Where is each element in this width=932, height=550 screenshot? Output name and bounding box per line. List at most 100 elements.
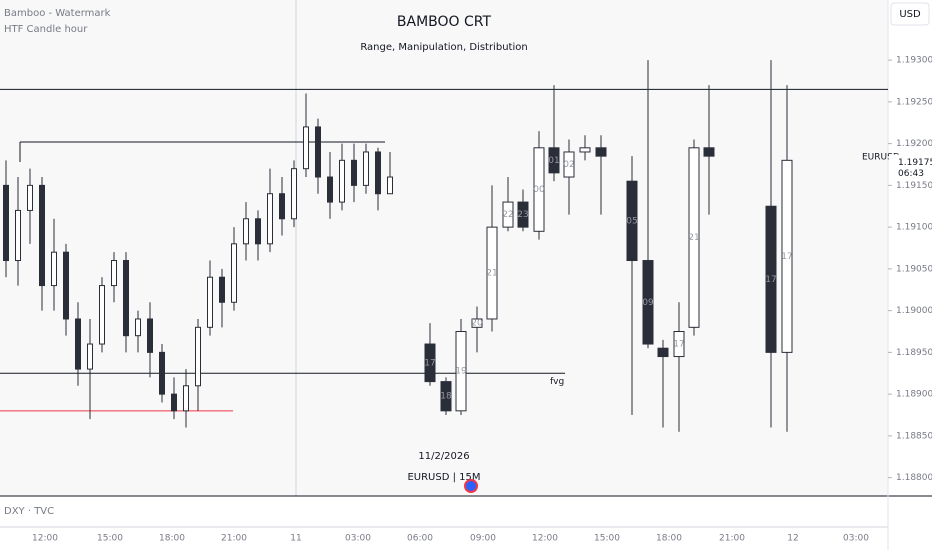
candle-body (363, 151, 369, 186)
candle-body (502, 201, 514, 228)
x-tick-label: 15:00 (97, 534, 123, 544)
x-tick-label: 12:00 (32, 534, 58, 544)
currency-button[interactable] (890, 2, 930, 26)
candle-body (517, 201, 529, 228)
x-tick-label: 09:00 (470, 534, 496, 544)
x-tick-label: 06:00 (407, 534, 433, 544)
candle-label: 09 (642, 298, 654, 308)
candle-label: 05 (626, 216, 637, 226)
symbol-label: EURUSD (862, 153, 900, 163)
candle-body (440, 381, 452, 412)
candle-body (765, 205, 777, 353)
currency[interactable]: USD (899, 9, 921, 20)
candle-label: 02 (563, 160, 574, 170)
candle-body (375, 151, 381, 195)
candle-body (39, 184, 45, 287)
y-tick-label: 1.18900 (896, 390, 932, 400)
last-price-box (889, 154, 932, 181)
candle-label: 21 (486, 269, 497, 279)
candle-body (563, 151, 575, 178)
countdown: 06:43 (898, 169, 924, 179)
candle-body (183, 385, 189, 412)
y-tick-label: 1.19050 (896, 264, 932, 274)
x-tick-label: 11 (290, 534, 301, 544)
y-tick-label: 1.19250 (896, 97, 932, 107)
chart-subtitle: Range, Manipulation, Distribution (360, 42, 527, 53)
chart-title: BAMBOO CRT (397, 14, 492, 30)
last-price: 1.19175 (898, 158, 932, 168)
y-tick-label: 1.19300 (896, 56, 932, 66)
y-tick-label: 1.19000 (896, 306, 932, 316)
candle-body (159, 351, 165, 395)
candle-body (63, 251, 69, 320)
x-tick-label: 15:00 (594, 534, 620, 544)
candle-body (99, 285, 105, 345)
y-tick-label: 1.18850 (896, 431, 932, 441)
candle-body (123, 260, 129, 337)
y-tick-label: 1.18950 (896, 348, 932, 358)
x-tick-label: 12:00 (532, 534, 558, 544)
candle-body (207, 276, 213, 328)
candle-body (315, 126, 321, 178)
candle-body (673, 331, 685, 358)
candle-body (471, 318, 483, 328)
candle-body (642, 260, 654, 345)
candle-body (231, 243, 237, 303)
candle-body (595, 147, 607, 157)
y-tick-label: 1.19200 (896, 139, 932, 149)
candle-label: 22 (502, 210, 513, 220)
candle-body (351, 159, 357, 186)
candle-label: 17 (673, 340, 684, 350)
candle-label: 01 (548, 156, 559, 166)
candle-body (455, 331, 467, 412)
candle-body (111, 260, 117, 287)
candle-body (147, 318, 153, 353)
y-tick-label: 1.18800 (896, 473, 932, 483)
candle-body (243, 218, 249, 245)
candle-label: 00 (533, 185, 545, 195)
candle-body (533, 147, 545, 232)
candle-body (703, 147, 715, 157)
date-label: 11/2/2026 (418, 451, 469, 462)
candle-body (279, 193, 285, 220)
candle-label: 18 (440, 392, 452, 402)
level-label: fvg (550, 377, 564, 387)
candle-body (781, 159, 793, 353)
plot-area (0, 0, 888, 496)
candle-body (626, 180, 638, 262)
candle-body (195, 326, 201, 387)
candle-body (135, 318, 141, 337)
x-tick-label: 03:00 (843, 534, 869, 544)
candle-body (15, 209, 21, 262)
candle-body (657, 347, 669, 358)
watermark: Bamboo - Watermark (4, 8, 111, 19)
candle-body (339, 159, 345, 203)
candle-label: 19 (455, 367, 467, 377)
candle-body (219, 276, 225, 303)
x-tick-label: 03:00 (345, 534, 371, 544)
candle-label: 23 (517, 210, 528, 220)
candle-body (579, 147, 591, 153)
watermark: HTF Candle hour (4, 24, 88, 35)
x-tick-label: 18:00 (656, 534, 682, 544)
x-tick-label: 21:00 (719, 534, 745, 544)
flag-icon[interactable] (464, 479, 478, 493)
candle-label: 20 (471, 319, 483, 329)
x-tick-label: 21:00 (221, 534, 247, 544)
candle-body (327, 176, 333, 203)
candle-body (424, 343, 436, 383)
lower-pane-label: DXY · TVC (4, 506, 54, 517)
candle-label: 17 (424, 358, 435, 368)
candle-label: 17 (765, 275, 776, 285)
candle-body (255, 218, 261, 245)
y-tick-label: 1.19100 (896, 223, 932, 233)
candle-body (303, 126, 309, 170)
candle-body (51, 251, 57, 287)
y-tick-label: 1.19150 (896, 181, 932, 191)
candle-body (75, 318, 81, 370)
candle-body (486, 226, 498, 320)
candle-label: 21 (688, 233, 699, 243)
candle-body (291, 168, 297, 220)
candle-body (267, 193, 273, 245)
